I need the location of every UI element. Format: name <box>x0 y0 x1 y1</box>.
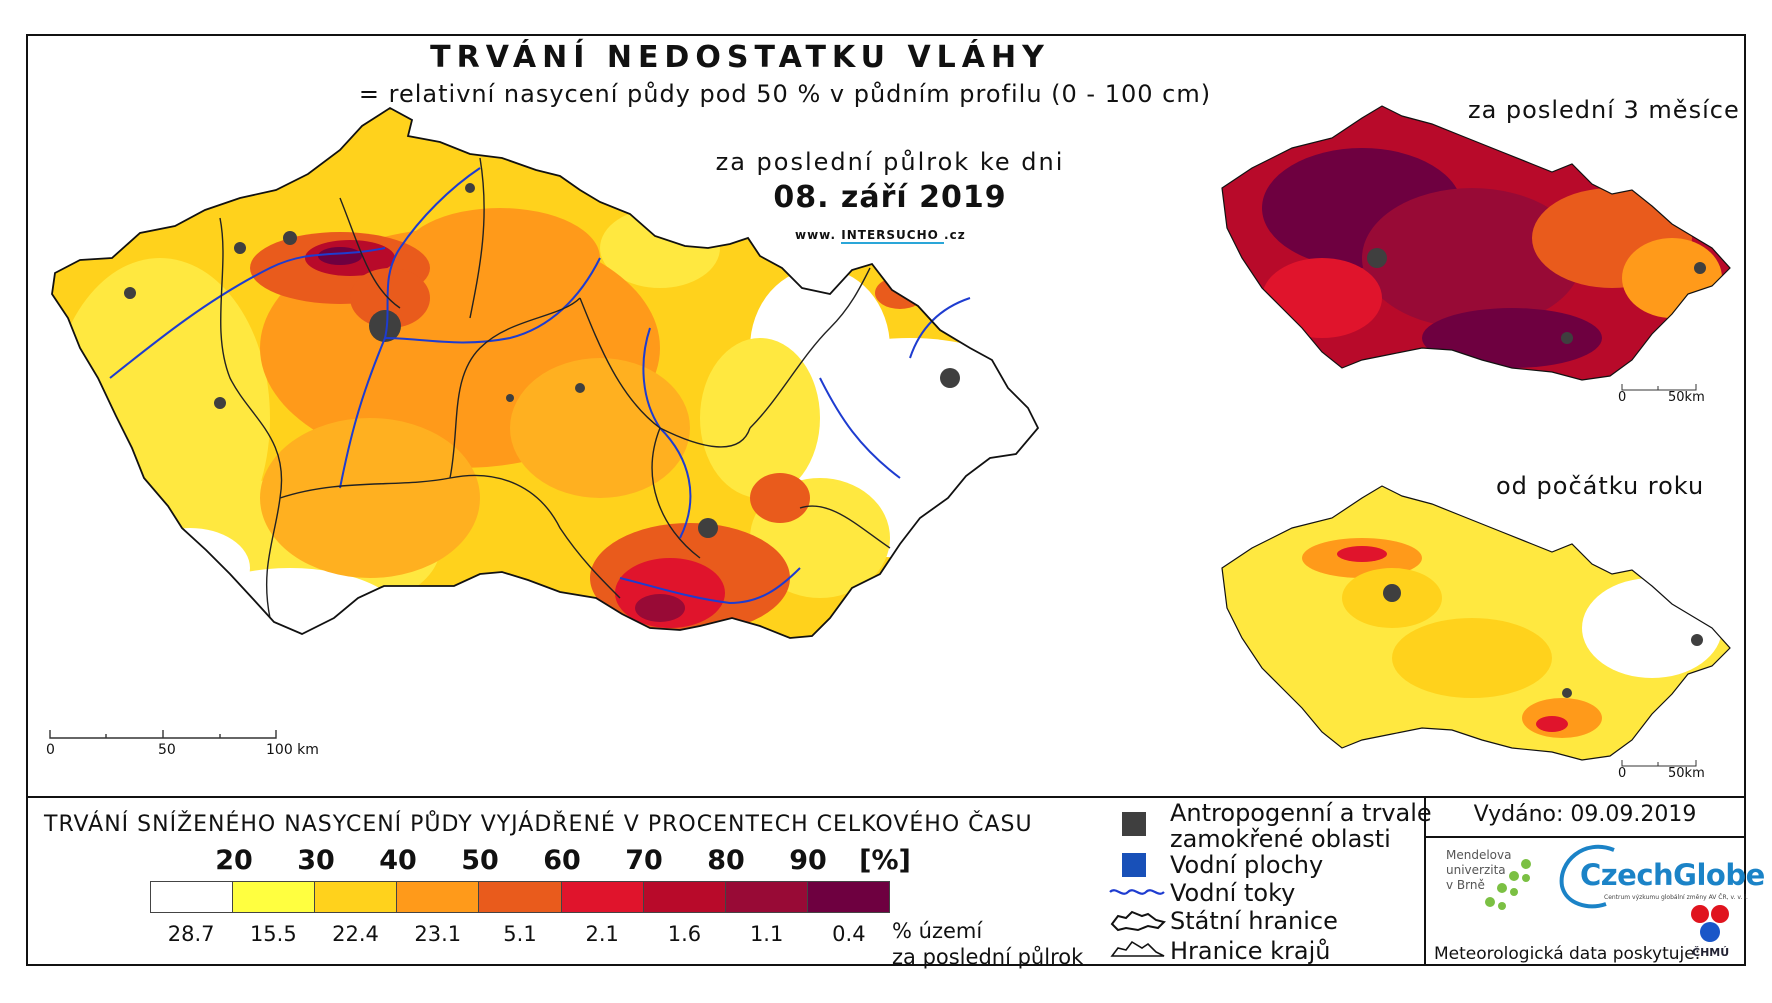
chmu-label: ČHMÚ <box>1692 946 1730 959</box>
inset-year-scale-50: 50km <box>1668 766 1705 781</box>
anthropogenic-label-line2: zamokřené oblasti <box>1170 825 1391 853</box>
inset-3months-scale-50: 50km <box>1668 390 1705 405</box>
main-scale-100: 100 km <box>266 742 319 758</box>
anthropogenic-label-line1: Antropogenní a trvale <box>1170 799 1432 827</box>
legend-swatch-2 <box>315 882 398 912</box>
class-label-50: 50 <box>461 845 499 876</box>
class-label-20: 20 <box>215 845 253 876</box>
legend-class-labels: 20 30 40 50 60 70 80 90 [%] <box>150 845 911 879</box>
legend-swatch-3 <box>397 882 480 912</box>
map-title: TRVÁNÍ NEDOSTATKU VLÁHY <box>430 40 1050 75</box>
class-label-90: 90 <box>789 845 827 876</box>
legend-swatch-4 <box>479 882 562 912</box>
anthropogenic-label: Antropogenní a trvale zamokřené oblasti <box>1170 800 1432 852</box>
mendel-line2: univerzita <box>1446 863 1506 877</box>
mendel-dots-icon <box>1485 859 1531 910</box>
anthropogenic-swatch <box>1122 812 1146 836</box>
website-suffix: .cz <box>944 228 966 242</box>
state-border-symbol <box>1110 910 1166 932</box>
czechglobe-subtitle: Centrum výzkumu globální změny AV ČR, v.… <box>1604 894 1748 901</box>
share-value: 28.7 <box>167 922 215 946</box>
inset-3months-scale-0: 0 <box>1618 390 1627 405</box>
website-prefix: www. <box>795 228 837 242</box>
legend-swatch-7 <box>725 882 808 912</box>
inset-year-map <box>1221 485 1731 761</box>
inset-year-label: od počátku roku <box>1496 472 1705 500</box>
class-label-40: 40 <box>379 845 417 876</box>
share-value: 23.1 <box>414 922 462 946</box>
share-value: 5.1 <box>503 922 537 946</box>
mendel-line3: v Brně <box>1446 878 1485 892</box>
legend-swatch-1 <box>233 882 316 912</box>
class-label-unit: [%] <box>859 845 911 876</box>
inset-3months-label: za poslední 3 měsíce <box>1468 96 1740 124</box>
water-bodies-label: Vodní plochy <box>1170 851 1324 879</box>
main-drought-map <box>51 106 1040 639</box>
website-brand-b: SUCHO <box>886 228 939 242</box>
meteo-provider: Meteorologická data poskytuje: <box>1434 944 1701 964</box>
czechglobe-swoosh-icon <box>1559 844 1615 909</box>
share-note: % území za poslední půlrok <box>892 918 1083 970</box>
share-value: 15.5 <box>249 922 297 946</box>
legend-swatch-8 <box>807 882 889 912</box>
legend-swatch-6 <box>643 882 726 912</box>
legend-separator <box>26 796 1746 798</box>
issued-box <box>1424 796 1748 966</box>
legend-color-bar <box>150 881 890 913</box>
region-border-symbol <box>1110 940 1165 957</box>
class-label-30: 30 <box>297 845 335 876</box>
legend-title: TRVÁNÍ SNÍŽENÉHO NASYCENÍ PŮDY VYJÁDŘENÉ… <box>44 812 1033 837</box>
share-note-line2: za poslední půlrok <box>892 945 1084 969</box>
inset-3months-scale-bar <box>1621 384 1697 391</box>
class-label-70: 70 <box>625 845 663 876</box>
website-link[interactable]: www. INTERSUCHO .cz <box>795 228 966 244</box>
share-value: 1.6 <box>667 922 702 946</box>
share-note-line1: % území <box>892 919 983 943</box>
main-scale-bar <box>49 730 277 739</box>
website-brand-a: INTER <box>841 228 887 242</box>
mendel-line1: Mendelova <box>1446 848 1512 862</box>
map-subtitle: = relativní nasycení půdy pod 50 % v půd… <box>358 80 1212 108</box>
period-label: za poslední půlrok ke dni <box>715 148 1065 176</box>
legend-share-row: 28.7 15.5 22.4 23.1 5.1 2.1 1.6 1.1 0.4 <box>150 922 890 946</box>
share-value: 2.1 <box>585 922 619 946</box>
share-value: 0.4 <box>832 922 866 946</box>
chmu-logo-icon <box>1691 905 1729 942</box>
main-scale-50: 50 <box>158 742 176 758</box>
inset-year-scale-bar <box>1621 760 1697 767</box>
legend-swatch-0 <box>151 882 234 912</box>
share-value: 22.4 <box>332 922 379 946</box>
czechglobe-logo: CzechGlobe <box>1580 858 1765 892</box>
legend-swatch-5 <box>561 882 644 912</box>
rivers-label: Vodní toky <box>1170 879 1296 907</box>
map-date: 08. září 2019 <box>773 180 1007 215</box>
website-brand: INTERSUCHO <box>841 228 945 244</box>
class-label-80: 80 <box>707 845 745 876</box>
main-scale-0: 0 <box>46 742 55 758</box>
inset-year-scale-0: 0 <box>1618 766 1627 781</box>
river-symbol <box>1109 889 1165 895</box>
class-label-60: 60 <box>543 845 581 876</box>
mendel-university-logo: Mendelova univerzita v Brně <box>1446 848 1511 893</box>
inset-3months-map <box>1221 105 1731 381</box>
water-body-swatch <box>1122 853 1146 877</box>
share-value: 1.1 <box>749 922 784 946</box>
state-border-label: Státní hranice <box>1170 907 1338 935</box>
issued-divider <box>1424 836 1746 838</box>
issued-date: Vydáno: 09.09.2019 <box>1473 802 1697 827</box>
region-border-label: Hranice krajů <box>1170 937 1331 965</box>
